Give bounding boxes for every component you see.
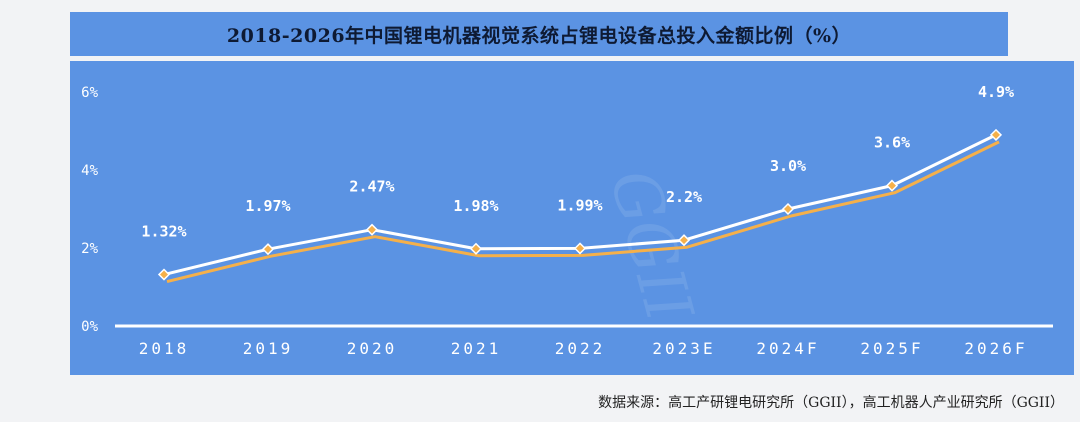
chart-panel: GGII 0% 2% 4% 6% 2018 2019 2020 2021 2022 2023E 202… xyxy=(70,61,1074,375)
data-label: 1.97% xyxy=(245,197,290,215)
data-point-marker xyxy=(989,128,1003,141)
x-tick-label: 2021 xyxy=(451,339,502,358)
series-shadow-line xyxy=(166,140,1000,283)
data-point-marker xyxy=(469,242,483,255)
data-label: 3.0% xyxy=(770,157,806,175)
data-point-marker xyxy=(573,242,587,255)
data-point-marker xyxy=(885,179,899,192)
x-tick-label: 2024F xyxy=(756,339,819,358)
data-label: 4.9% xyxy=(978,83,1014,101)
data-label: 2.47% xyxy=(349,178,394,196)
data-point-marker xyxy=(261,243,275,256)
x-tick-label: 2019 xyxy=(243,339,294,358)
x-tick-label: 2020 xyxy=(347,339,398,358)
data-point-marker xyxy=(677,234,691,247)
x-tick-label: 2025F xyxy=(860,339,923,358)
source-note: 数据来源：高工产研锂电研究所（GGII），高工机器人产业研究所（GGII） xyxy=(598,395,1064,411)
data-point-marker xyxy=(157,268,171,281)
y-tick-label: 6% xyxy=(81,85,98,101)
chart-title: 2018-2026年中国锂电机器视觉系统占锂电设备总投入金额比例（%） xyxy=(226,24,852,47)
x-tick-label: 2022 xyxy=(555,339,606,358)
y-tick-label: 4% xyxy=(81,163,98,179)
data-label: 1.99% xyxy=(557,196,602,214)
data-point-marker xyxy=(365,223,379,236)
data-label: 1.98% xyxy=(453,197,498,215)
chart-title-bar: 2018-2026年中国锂电机器视觉系统占锂电设备总投入金额比例（%） xyxy=(70,12,1008,56)
y-tick-label: 2% xyxy=(81,241,98,257)
data-label: 3.6% xyxy=(874,134,910,152)
data-point-marker xyxy=(781,202,795,216)
x-tick-label: 2026F xyxy=(964,339,1027,358)
data-label: 1.32% xyxy=(141,223,186,241)
y-tick-label: 0% xyxy=(81,319,98,335)
x-tick-label: 2023E xyxy=(652,339,715,358)
x-tick-label: 2018 xyxy=(139,339,190,358)
data-label: 2.2% xyxy=(666,188,702,206)
